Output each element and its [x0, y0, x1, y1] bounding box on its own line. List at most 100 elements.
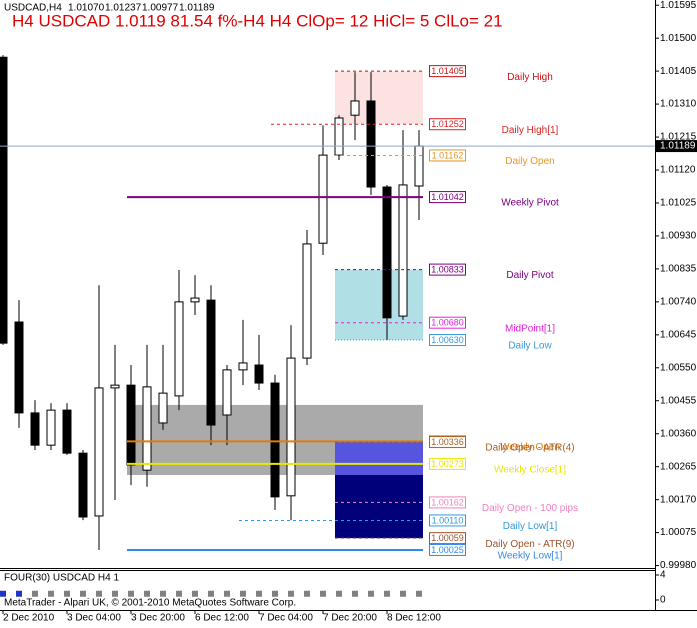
candle-body	[350, 100, 360, 116]
indicator-dot	[160, 590, 166, 597]
candle-body	[318, 154, 328, 244]
zone	[335, 269, 423, 341]
y-tick-label: 1.01310	[660, 99, 697, 110]
level-name: Daily Pivot	[506, 270, 553, 281]
level-price: 1.00833	[431, 264, 464, 274]
level-price: 1.01042	[431, 192, 464, 202]
indicator-dot	[96, 590, 102, 597]
x-tick-label: 8 Dec 12:00	[387, 613, 441, 624]
indicator-dot	[416, 590, 422, 597]
indicator-dot	[272, 590, 278, 597]
level-name: Daily Open - ATR(4)	[485, 443, 574, 454]
indicator-dot	[144, 590, 150, 597]
candle-body	[0, 56, 8, 344]
indicator-dot	[304, 590, 310, 597]
candle-body	[78, 452, 88, 518]
y-tick-label: 1.00740	[660, 297, 697, 308]
level-price-box	[429, 496, 466, 509]
x-tick-label: 7 Dec 20:00	[323, 613, 377, 624]
level-price-box	[429, 457, 466, 470]
y-tick-label: 1.00265	[660, 461, 697, 472]
indicator-dot	[240, 590, 246, 597]
indicator-dot	[176, 590, 182, 597]
level-price-box	[429, 118, 466, 131]
y-tick-label: 1.00455	[660, 395, 697, 406]
level-price: 1.00110	[432, 515, 464, 525]
candle-body	[158, 392, 168, 424]
level-price: 1.00630	[431, 335, 464, 345]
candle-body	[30, 412, 40, 446]
indicator-dot	[48, 590, 54, 597]
candle-body	[206, 299, 216, 426]
candle-body	[286, 357, 296, 497]
indicator-dot	[400, 590, 406, 597]
zone	[335, 441, 423, 476]
candle-body	[238, 362, 248, 371]
candle-body	[270, 382, 280, 498]
candle-body	[110, 384, 120, 389]
level-price-box	[429, 191, 466, 204]
level-name: Weekly Close[1]	[494, 465, 566, 476]
candle-body	[398, 184, 408, 317]
x-tick-label: 3 Dec 04:00	[67, 613, 121, 624]
candle-body	[94, 387, 104, 517]
level-price-box	[429, 316, 466, 329]
candle-body	[126, 384, 136, 466]
level-price: 1.00680	[431, 318, 464, 328]
quote-low: 1.00977	[142, 3, 179, 14]
level-name: Daily Open - ATR(9)	[485, 539, 574, 550]
y-tick-label: 1.01025	[660, 198, 697, 209]
indicator-dot	[256, 590, 262, 597]
level-name: Daily Low	[508, 341, 552, 352]
candle-body	[46, 409, 56, 446]
level-price-box	[429, 149, 466, 162]
indicator-dot	[80, 590, 86, 597]
indicator-dot	[288, 590, 294, 597]
current-price-label: 1.01189	[660, 141, 696, 152]
x-tick-label: 2 Dec 2010	[3, 613, 55, 624]
current-price-box	[656, 140, 697, 153]
level-price-box	[429, 436, 466, 449]
y-tick-label: 1.00170	[660, 494, 697, 505]
candle-body	[382, 186, 392, 319]
level-price-box	[429, 334, 466, 347]
y-tick-label: 1.00930	[660, 231, 697, 242]
level-price: 1.00025	[431, 545, 464, 555]
indicator-tick-label: 0	[660, 595, 666, 606]
level-name: Weekly Pivot	[501, 198, 559, 209]
level-price-box	[429, 65, 466, 78]
zone	[335, 71, 423, 125]
level-price-box	[429, 543, 466, 556]
candles	[0, 55, 424, 550]
level-name: MidPoint[1]	[505, 323, 555, 334]
y-tick-label: 1.01215	[660, 132, 697, 143]
candle-body	[174, 301, 184, 397]
level-name: Daily High	[507, 72, 553, 83]
y-tick-label: 1.01500	[660, 33, 697, 44]
candle-body	[334, 117, 344, 156]
zone	[335, 475, 423, 539]
candle-body	[142, 386, 152, 471]
candle-body	[190, 297, 200, 303]
indicator-dot	[32, 590, 38, 597]
level-name: Daily High[1]	[502, 125, 559, 136]
indicator-dot	[336, 590, 342, 597]
y-tick-label: 1.00360	[660, 428, 697, 439]
indicator-dot	[64, 590, 70, 597]
x-tick-label: 3 Dec 20:00	[131, 613, 185, 624]
candle-body	[222, 369, 232, 416]
x-tick-label: 7 Dec 04:00	[259, 613, 313, 624]
level-price: 1.01405	[431, 66, 464, 76]
indicator-dot	[320, 590, 326, 597]
candle-body	[14, 321, 24, 414]
candle-body	[302, 243, 312, 359]
indicator-label: FOUR(30) USDCAD H4 1	[4, 573, 119, 584]
indicator-dot	[384, 590, 390, 597]
quote-open: 1.01070	[68, 3, 105, 14]
level-price: 1.01252	[431, 119, 464, 129]
level-name: Daily Low[1]	[503, 521, 558, 532]
levels: 1.01405 Daily High 1.01252 Daily High[1] 1.0…	[0, 65, 655, 562]
level-price: 1.00273	[431, 459, 464, 469]
